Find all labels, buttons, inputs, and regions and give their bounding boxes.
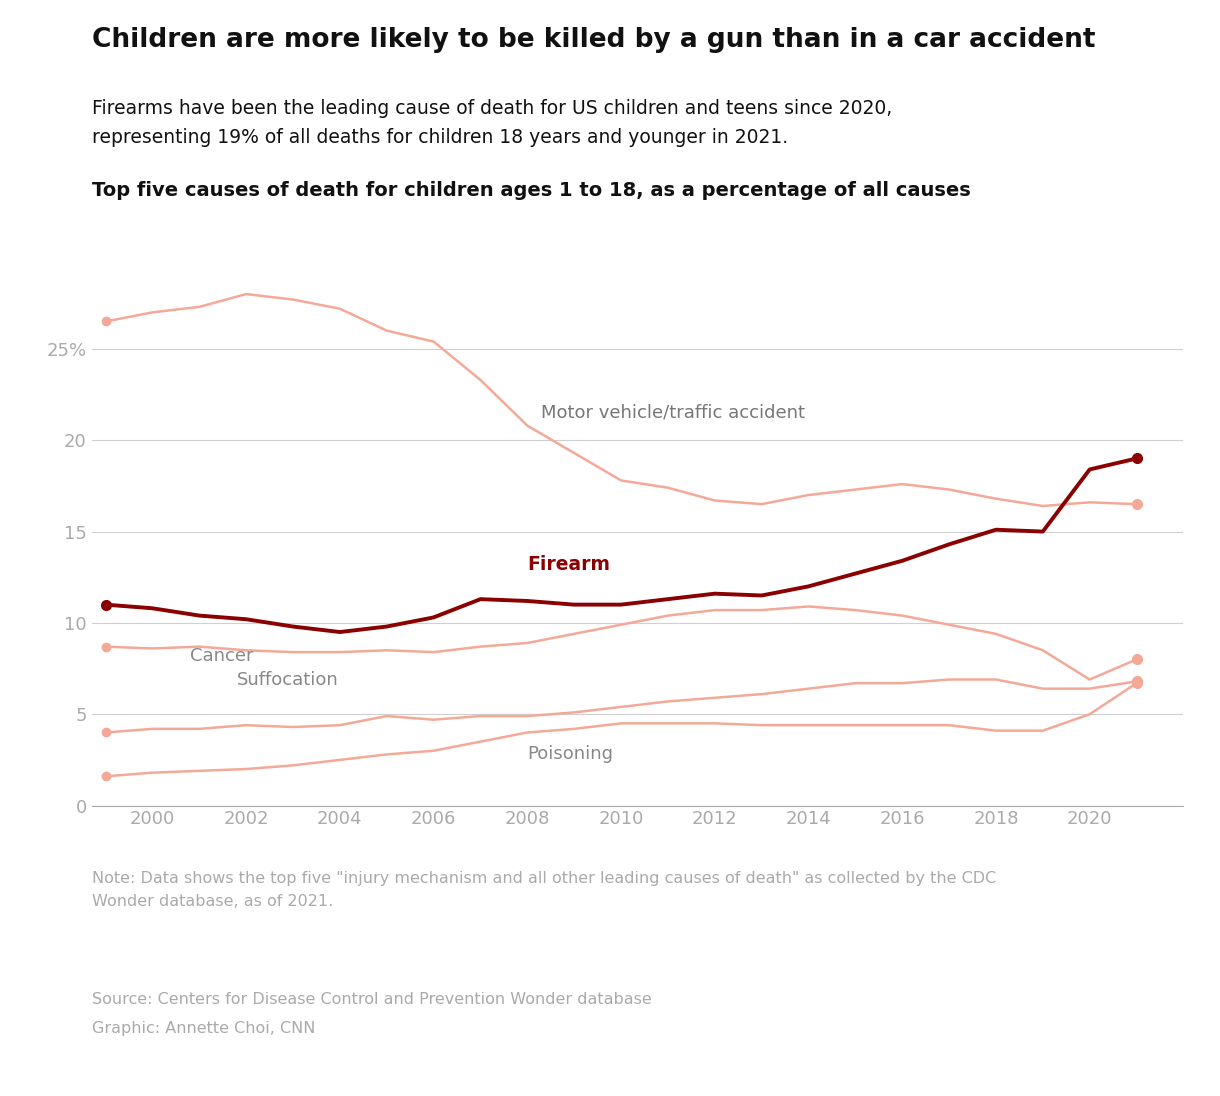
Text: Children are more likely to be killed by a gun than in a car accident: Children are more likely to be killed by… [92, 27, 1096, 54]
Text: Firearms have been the leading cause of death for US children and teens since 20: Firearms have been the leading cause of … [92, 99, 892, 117]
Text: Cancer: Cancer [190, 647, 254, 665]
Text: Graphic: Annette Choi, CNN: Graphic: Annette Choi, CNN [92, 1021, 315, 1037]
Text: Suffocation: Suffocation [237, 671, 338, 688]
Text: Source: Centers for Disease Control and Prevention Wonder database: Source: Centers for Disease Control and … [92, 992, 651, 1007]
Text: Note: Data shows the top five "injury mechanism and all other leading causes of : Note: Data shows the top five "injury me… [92, 871, 996, 909]
Text: Motor vehicle/traffic accident: Motor vehicle/traffic accident [542, 403, 805, 422]
Text: representing 19% of all deaths for children 18 years and younger in 2021.: representing 19% of all deaths for child… [92, 128, 788, 147]
Text: Poisoning: Poisoning [527, 745, 614, 764]
Text: Top five causes of death for children ages 1 to 18, as a percentage of all cause: Top five causes of death for children ag… [92, 181, 970, 199]
Text: Firearm: Firearm [527, 555, 610, 574]
